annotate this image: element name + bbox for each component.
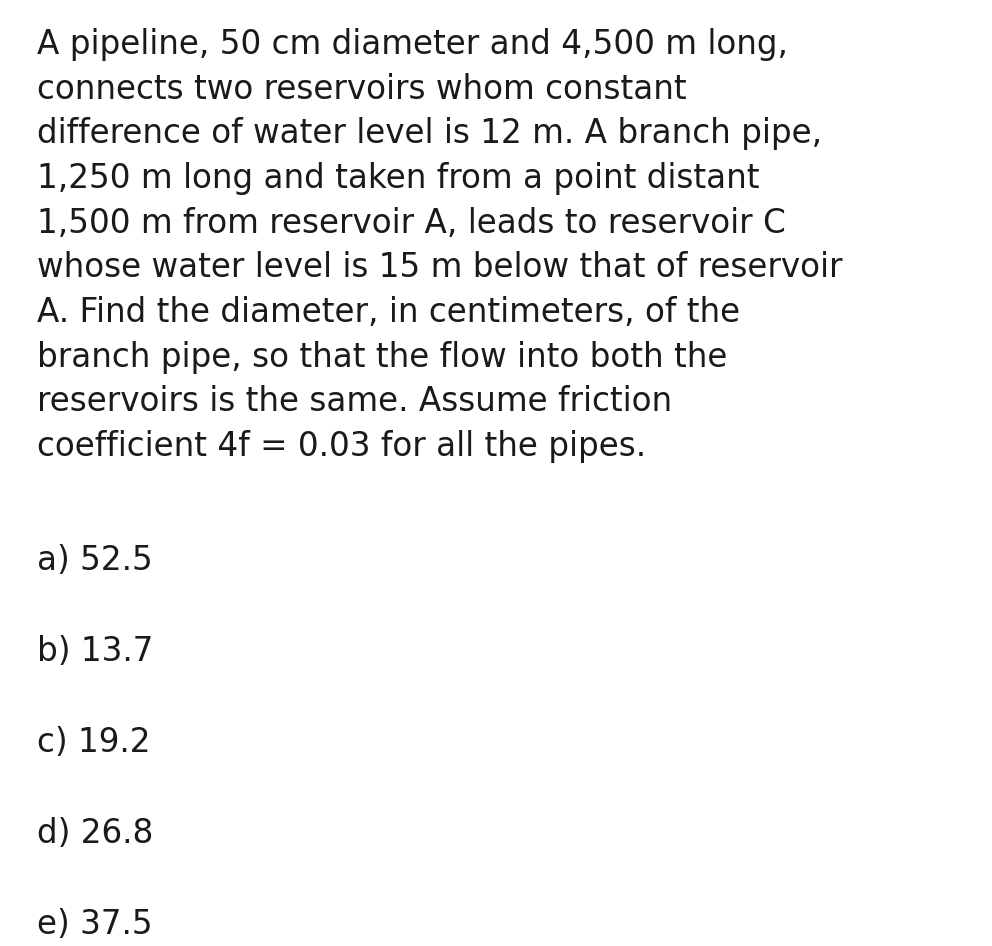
Text: c) 19.2: c) 19.2: [37, 727, 151, 759]
Text: d) 26.8: d) 26.8: [37, 817, 154, 850]
Text: e) 37.5: e) 37.5: [37, 908, 153, 941]
Text: a) 52.5: a) 52.5: [37, 544, 153, 577]
Text: b) 13.7: b) 13.7: [37, 635, 154, 668]
Text: A pipeline, 50 cm diameter and 4,500 m long,
connects two reservoirs whom consta: A pipeline, 50 cm diameter and 4,500 m l…: [37, 27, 842, 464]
